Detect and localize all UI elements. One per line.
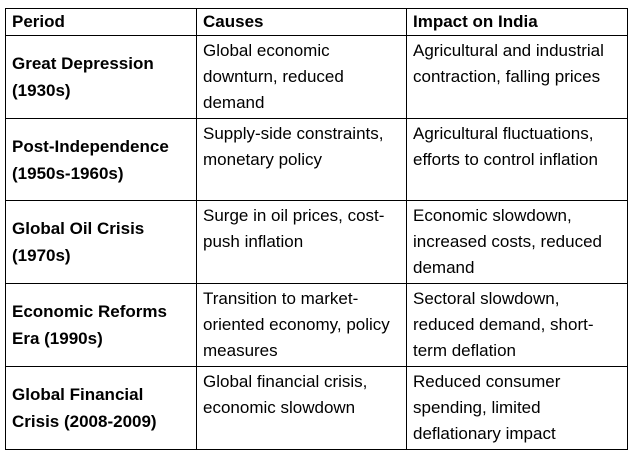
causes-cell: Supply-side constraints, monetary policy	[196, 118, 407, 201]
impact-cell: Economic slowdown, increased costs, redu…	[406, 200, 628, 284]
period-cell: Global Financial Crisis (2008-2009)	[5, 366, 197, 450]
causes-cell: Transition to market-oriented economy, p…	[196, 283, 407, 367]
impact-cell: Agricultural and industrial contraction,…	[406, 35, 628, 119]
impact-cell: Agricultural fluctuations, efforts to co…	[406, 118, 628, 201]
causes-cell: Global economic downturn, reduced demand	[196, 35, 407, 119]
impact-cell: Sectoral slowdown, reduced demand, short…	[406, 283, 628, 367]
deflation-history-table: Period Causes Impact on India Great Depr…	[5, 8, 628, 450]
table-row: Great Depression (1930s) Global economic…	[5, 35, 628, 119]
period-cell: Post-Independence (1950s-1960s)	[5, 118, 197, 201]
header-row: Period Causes Impact on India	[5, 8, 628, 36]
table-row: Global Oil Crisis (1970s) Surge in oil p…	[5, 200, 628, 284]
period-cell: Great Depression (1930s)	[5, 35, 197, 119]
causes-cell: Global financial crisis, economic slowdo…	[196, 366, 407, 450]
period-cell: Global Oil Crisis (1970s)	[5, 200, 197, 284]
table-row: Economic Reforms Era (1990s) Transition …	[5, 283, 628, 367]
impact-cell: Reduced consumer spending, limited defla…	[406, 366, 628, 450]
header-period: Period	[5, 8, 197, 36]
causes-cell: Surge in oil prices, cost-push inflation	[196, 200, 407, 284]
period-cell: Economic Reforms Era (1990s)	[5, 283, 197, 367]
header-impact: Impact on India	[406, 8, 628, 36]
header-causes: Causes	[196, 8, 407, 36]
table-row: Post-Independence (1950s-1960s) Supply-s…	[5, 118, 628, 201]
table-row: Global Financial Crisis (2008-2009) Glob…	[5, 366, 628, 450]
